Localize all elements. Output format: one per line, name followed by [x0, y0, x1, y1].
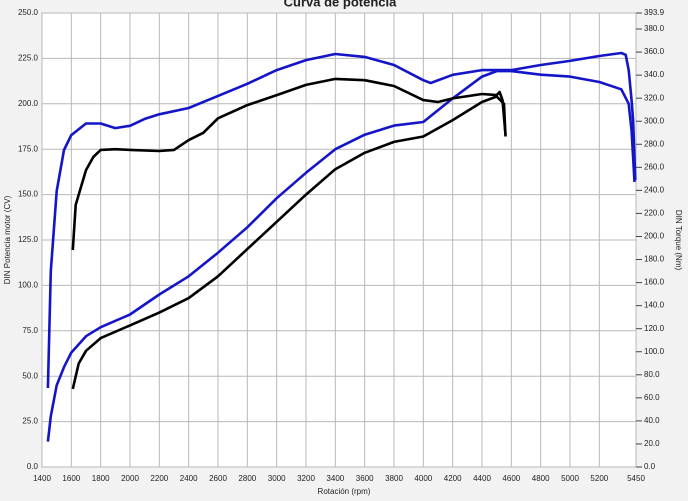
y2-tick-label: 100.0 — [644, 347, 665, 356]
x-tick-label: 3200 — [297, 474, 315, 483]
y-tick-label: 100.0 — [18, 281, 39, 290]
x-tick-label: 2000 — [121, 474, 139, 483]
series-line — [46, 51, 637, 389]
series-line — [46, 69, 636, 442]
y-tick-label: 0.0 — [27, 462, 39, 471]
y-tick-label: 175.0 — [18, 144, 39, 153]
y-tick-label: 200.0 — [18, 99, 39, 108]
x-tick-label: 1600 — [62, 474, 80, 483]
y2-tick-label: 320.0 — [644, 93, 665, 102]
y-axis-label: DIN Potencia motor (CV) — [3, 195, 12, 284]
y2-tick-label: 160.0 — [644, 278, 665, 287]
y2-tick-label: 20.0 — [644, 439, 660, 448]
y2-tick-label: 393.9 — [644, 8, 665, 17]
y-tick-label: 50.0 — [22, 371, 38, 380]
y-tick-label: 150.0 — [18, 190, 39, 199]
y2-tick-label: 300.0 — [644, 116, 665, 125]
x-tick-label: 2400 — [180, 474, 198, 483]
x-tick-label: 3800 — [385, 474, 403, 483]
x-tick-label: 4200 — [444, 474, 462, 483]
x-tick-label: 3400 — [326, 474, 344, 483]
y-tick-label: 125.0 — [18, 235, 39, 244]
y-tick-label: 75.0 — [22, 326, 38, 335]
x-tick-label: 2600 — [209, 474, 227, 483]
y2-tick-label: 360.0 — [644, 47, 665, 56]
x-tick-label: 5000 — [561, 474, 579, 483]
y2-tick-label: 220.0 — [644, 209, 665, 218]
x-tick-label: 4000 — [414, 474, 432, 483]
y2-tick-label: 260.0 — [644, 162, 665, 171]
y2-tick-label: 60.0 — [644, 393, 660, 402]
y2-tick-label: 80.0 — [644, 370, 660, 379]
x-axis-label: Rotación (rpm) — [318, 487, 371, 496]
y2-axis-label: DIN Torque (Nm) — [674, 210, 683, 271]
y-tick-label: 225.0 — [18, 54, 39, 63]
y2-tick-label: 180.0 — [644, 255, 665, 264]
x-tick-label: 4800 — [532, 474, 550, 483]
x-tick-label: 5200 — [590, 474, 608, 483]
x-tick-label: 3000 — [268, 474, 286, 483]
series-line — [71, 95, 507, 390]
x-tick-label: 5450 — [627, 474, 645, 483]
y2-tick-label: 280.0 — [644, 139, 665, 148]
y2-tick-label: 380.0 — [644, 24, 665, 33]
y2-tick-label: 120.0 — [644, 324, 665, 333]
y2-tick-label: 240.0 — [644, 185, 665, 194]
x-tick-label: 2200 — [150, 474, 168, 483]
x-tick-label: 4400 — [473, 474, 491, 483]
y2-tick-label: 40.0 — [644, 416, 660, 425]
x-tick-label: 1400 — [33, 474, 51, 483]
y-tick-label: 25.0 — [22, 417, 38, 426]
y2-tick-label: 140.0 — [644, 301, 665, 310]
y2-tick-label: 340.0 — [644, 70, 665, 79]
y-tick-label: 250.0 — [18, 8, 39, 17]
series-line — [71, 77, 507, 251]
y2-tick-label: 0.0 — [644, 462, 656, 471]
x-tick-label: 3600 — [356, 474, 374, 483]
chart-title: Curva de potencia — [284, 0, 397, 9]
y2-tick-label: 200.0 — [644, 232, 665, 241]
x-tick-label: 1800 — [92, 474, 110, 483]
x-tick-label: 2800 — [238, 474, 256, 483]
x-tick-label: 4600 — [502, 474, 520, 483]
